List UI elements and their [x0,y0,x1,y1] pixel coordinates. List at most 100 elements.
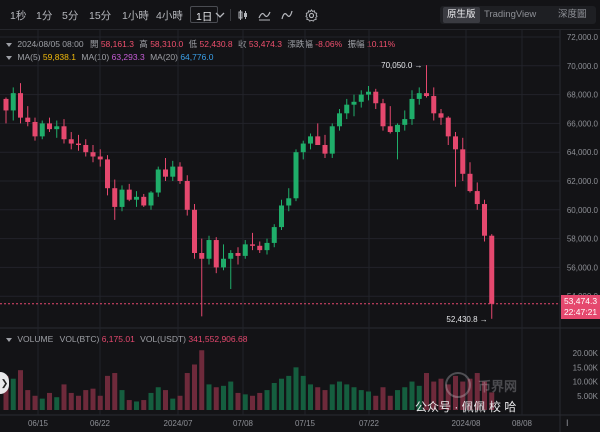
view-depth-button[interactable]: 深度圖 [558,9,587,20]
price-tick-label: 64,000.0 [567,148,599,157]
price-tick-label: 58,000.0 [567,235,599,244]
candle-body [221,258,226,268]
candle-body [453,136,458,150]
candle-body [235,253,241,256]
candle-body [192,209,197,253]
time-tick-label: 06/15 [28,419,49,428]
view-tradingview-button[interactable]: TradingView [484,9,537,20]
volume-bar [18,370,23,410]
candle-body [409,98,415,120]
candle-body [257,245,263,251]
chevron-down-icon[interactable] [211,6,229,24]
candle-body [329,126,335,154]
volume-bar [76,395,81,410]
view-switcher: 原生版 TradingView 深度圖 [440,6,596,24]
volume-tick-label: 20.00K [573,349,599,358]
collapse-caret-icon[interactable] [6,337,12,342]
volume-bar [300,375,306,410]
candle-body [445,117,451,137]
volume-bar [250,395,255,410]
ma5-label: MA(5) [17,52,41,62]
candle-body [264,242,270,251]
volume-bar [344,384,350,410]
candle-body [293,152,299,199]
candle-body [489,235,495,304]
candle-body [431,96,437,114]
volume-bar [47,392,52,410]
candle-type-icon[interactable] [234,6,252,24]
candle-body [163,169,168,177]
close-value: 53,474.3 [248,39,282,49]
indicator-icon[interactable] [255,6,273,24]
candle-body [177,166,183,181]
collapse-caret-icon[interactable] [6,55,12,60]
candle-body [148,192,154,206]
candle-body [199,253,205,259]
timeframe-1s[interactable]: 1秒 [10,10,27,22]
volume-bar [39,398,45,410]
candle-body [467,173,473,192]
candle-body [402,119,408,125]
candle-body [387,126,393,133]
volume-bar [380,387,386,410]
volume-bar [184,373,190,410]
low-label: 低 [188,39,198,49]
volume-bar [134,401,139,410]
watermark-circle-icon [445,372,471,398]
candle-body [271,227,277,243]
candle-body [206,240,212,259]
watermark-logo: 币界网 [478,379,518,394]
candle-body [424,93,429,97]
volume-bar [32,395,38,410]
timeframe-4h[interactable]: 4小時 [156,10,183,22]
candle-body [68,139,74,144]
candle-body [380,103,386,127]
candle-body [119,189,125,207]
timeframe-1h[interactable]: 1小時 [122,10,149,22]
volume-bar [286,375,292,410]
collapse-caret-icon[interactable] [6,42,12,47]
candle-body [83,145,89,153]
ma5-value: 59,838.1 [42,52,76,62]
candle-body [279,205,284,228]
draw-icon[interactable] [278,6,296,24]
candle-body [373,91,379,104]
volume-bar [83,390,89,410]
expand-arrow-icon[interactable]: ❯ [0,372,9,394]
volume-label: VOLUME [17,334,54,344]
volume-bar [279,378,284,410]
open-label: 開 [89,39,99,49]
volume-bar [395,390,400,410]
volume-bar [68,392,74,410]
volume-bar [25,390,31,410]
timeframe-15m[interactable]: 15分 [89,10,112,22]
volume-bar [141,400,147,410]
candle-body [460,149,466,174]
view-native-button[interactable]: 原生版 [443,7,480,23]
candle-body [47,123,52,130]
volume-bar [54,397,60,410]
cursor-i-icon: I [566,418,569,428]
time-tick-label: 2024/08 [452,419,481,428]
time-tick-label: 07/22 [359,419,380,428]
price-tick-label: 60,000.0 [567,206,599,215]
volume-tick-label: 5.00K [577,392,599,401]
price-tick-label: 70,000.0 [567,62,599,71]
candle-body [90,152,96,157]
time-tick-label: 07/08 [233,419,254,428]
candle-body [10,93,16,111]
volume-bar [148,392,154,410]
chart-toolbar: 1秒 1分 5分 15分 1小時 4小時 1日 原生版 TradingView … [0,0,600,30]
vol-usdt-label: VOL(USDT) [140,334,186,344]
volume-bar [329,384,335,410]
volume-bar [387,395,393,410]
volume-bar [213,387,219,410]
volume-bar [119,390,125,410]
vol-btc-label: VOL(BTC) [59,334,100,344]
amplitude-label: 振幅 [347,39,365,49]
timeframe-1m[interactable]: 1分 [36,10,53,22]
settings-icon[interactable] [302,6,320,24]
candle-body [54,126,60,130]
timeframe-5m[interactable]: 5分 [62,10,79,22]
